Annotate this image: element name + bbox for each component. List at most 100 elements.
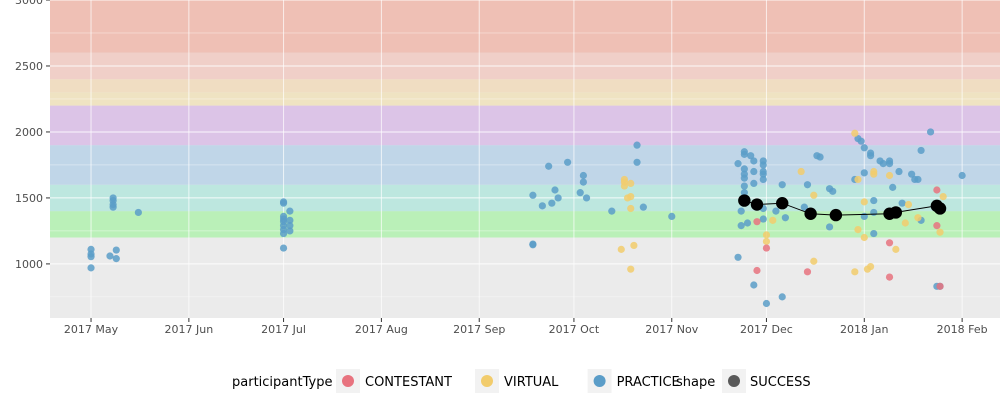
point-practice — [554, 194, 562, 202]
rating-bands — [50, 0, 1000, 238]
point-practice — [134, 208, 142, 217]
success-point — [776, 197, 789, 210]
point-virtual — [914, 214, 922, 222]
point-practice — [750, 281, 758, 289]
point-practice — [743, 219, 752, 227]
point-practice — [87, 253, 95, 261]
point-practice — [279, 229, 288, 238]
point-virtual — [617, 245, 625, 253]
point-virtual — [797, 167, 805, 176]
point-virtual — [866, 262, 875, 271]
point-practice — [860, 169, 868, 177]
point-virtual — [851, 129, 859, 137]
x-tick-label: 2018 Feb — [937, 323, 988, 336]
point-virtual — [901, 219, 909, 227]
point-contestant — [933, 186, 941, 194]
point-practice — [870, 208, 878, 217]
point-practice — [576, 189, 584, 197]
point-practice — [734, 253, 742, 261]
point-practice — [87, 264, 95, 272]
point-contestant — [762, 244, 771, 252]
point-virtual — [810, 257, 818, 265]
point-practice — [279, 199, 288, 207]
legend-title-participant: participantType — [232, 375, 332, 390]
point-practice — [545, 162, 553, 170]
point-practice — [857, 137, 865, 145]
point-practice — [781, 214, 789, 222]
point-contestant — [885, 239, 894, 247]
legend-swatch-practice — [593, 375, 606, 387]
point-practice — [762, 299, 771, 308]
point-virtual — [860, 198, 868, 206]
point-virtual — [854, 225, 862, 234]
point-practice — [740, 174, 748, 182]
point-practice — [750, 167, 758, 176]
point-practice — [740, 182, 748, 190]
point-practice — [778, 293, 786, 301]
point-practice — [668, 212, 676, 220]
point-practice — [579, 178, 587, 186]
legend-label-success: SUCCESS — [750, 375, 811, 390]
point-virtual — [762, 231, 771, 239]
x-tick-label: 2017 Jul — [261, 323, 306, 336]
point-practice — [112, 255, 120, 263]
x-tick-label: 2017 Jun — [165, 323, 214, 336]
legend-swatch-success — [728, 375, 740, 387]
point-practice — [582, 194, 591, 202]
x-tick-label: 2017 Sep — [453, 323, 505, 336]
x-tick-label: 2017 Dec — [740, 323, 793, 336]
point-virtual — [627, 204, 635, 213]
point-practice — [870, 229, 878, 238]
x-tick-label: 2017 Oct — [549, 323, 600, 336]
legend-title-shape: shape — [676, 375, 715, 390]
point-practice — [898, 199, 906, 207]
point-practice — [866, 152, 875, 160]
point-practice — [895, 167, 903, 176]
point-practice — [759, 215, 767, 223]
point-virtual — [630, 241, 638, 250]
point-practice — [778, 181, 786, 189]
point-practice — [958, 171, 966, 180]
point-practice — [538, 202, 546, 210]
x-tick-label: 2018 Jan — [840, 323, 888, 336]
point-practice — [759, 175, 767, 184]
point-practice — [639, 203, 647, 211]
point-practice — [734, 160, 742, 168]
legend-swatch-virtual — [481, 375, 493, 387]
success-point — [933, 202, 947, 215]
rating-band-7 — [50, 0, 1000, 53]
point-virtual — [892, 245, 900, 253]
legend-label-contestant: CONTESTANT — [365, 375, 452, 390]
point-practice — [551, 186, 559, 194]
rating-band-0 — [50, 211, 1000, 238]
point-practice — [926, 128, 935, 136]
gridlines — [50, 0, 1000, 318]
point-virtual — [851, 268, 859, 276]
point-virtual — [939, 193, 947, 201]
point-practice — [759, 161, 767, 169]
point-practice — [800, 203, 808, 211]
legend-label-virtual: VIRTUAL — [504, 375, 559, 390]
point-virtual — [904, 200, 913, 209]
point-practice — [279, 244, 288, 252]
point-practice — [860, 144, 868, 152]
point-practice — [286, 207, 294, 215]
point-contestant — [936, 282, 944, 290]
point-practice — [750, 179, 758, 188]
point-virtual — [885, 171, 894, 180]
point-practice — [750, 157, 758, 165]
y-axis-ticks: 1000 1500 2000 2500 3000 — [15, 0, 50, 271]
legend-swatch-contestant — [342, 375, 354, 387]
point-contestant — [933, 222, 941, 230]
point-practice — [914, 175, 922, 184]
point-virtual — [627, 179, 635, 188]
point-practice — [737, 207, 745, 215]
point-practice — [286, 227, 294, 235]
legend-label-practice: PRACTICE — [617, 375, 680, 390]
point-practice — [529, 191, 537, 199]
y-tick-label: 1000 — [15, 258, 43, 271]
point-practice — [633, 141, 641, 149]
point-practice — [579, 171, 587, 180]
point-practice — [740, 189, 748, 197]
point-practice — [548, 199, 556, 207]
